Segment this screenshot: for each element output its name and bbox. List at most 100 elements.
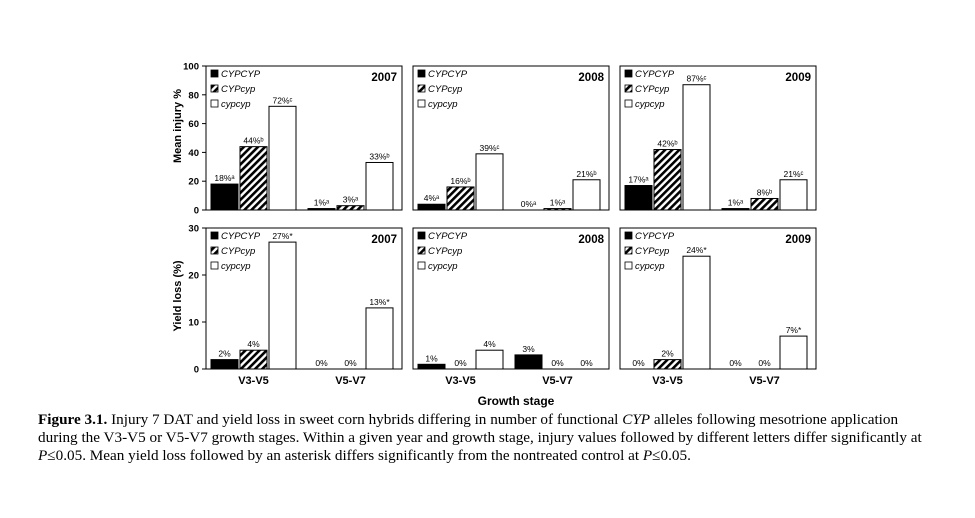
bar	[475, 349, 504, 370]
legend-swatch	[417, 69, 426, 78]
legend-entry: cypcyp	[221, 99, 251, 110]
panel-year: 2009	[785, 234, 811, 246]
legend-entry: CYPCYP	[428, 69, 468, 80]
legend-swatch	[210, 69, 219, 78]
bar	[514, 354, 543, 370]
legend-entry: CYPcyp	[221, 84, 255, 95]
data-label: 24%*	[686, 245, 707, 255]
legend-entry: CYPcyp	[221, 246, 255, 257]
figure-caption: Figure 3.1. Injury 7 DAT and yield loss …	[38, 411, 938, 465]
data-label: 0%	[580, 358, 593, 368]
data-label: 17%ᵃ	[628, 175, 649, 185]
bar	[417, 363, 446, 370]
legend-swatch	[624, 69, 633, 78]
data-label: 0%	[454, 358, 467, 368]
legend-swatch	[210, 84, 219, 93]
bar	[239, 349, 268, 370]
category-label: V5-V7	[542, 375, 573, 387]
bar	[653, 149, 682, 211]
data-label: 0%ᵃ	[521, 199, 537, 209]
legend-swatch	[417, 99, 426, 108]
x-axis-label: Growth stage	[478, 394, 555, 408]
y-tick-label: 0	[194, 206, 199, 217]
bar	[624, 185, 653, 211]
data-label: 39%ᶜ	[479, 143, 499, 153]
category-label: V3-V5	[445, 375, 476, 387]
bar	[268, 241, 297, 370]
data-label: 4%ᵃ	[424, 193, 440, 203]
figure-chart: 0204060801002007CYPCYPCYPcypcypcyp18%ᵃ44…	[172, 62, 817, 408]
legend-swatch	[417, 231, 426, 240]
panel-frame	[205, 65, 403, 211]
data-label: 44%ᵇ	[243, 136, 263, 146]
caption-text-2: alleles following mesotrione application…	[38, 411, 922, 446]
data-label: 4%	[483, 339, 496, 349]
caption-italic-1: CYP	[622, 411, 651, 428]
panel-year: 2009	[785, 72, 811, 84]
caption-italic-3: P	[642, 447, 653, 464]
legend-swatch	[210, 261, 219, 270]
legend-entry: cypcyp	[221, 261, 251, 272]
data-label: 0%	[551, 358, 564, 368]
y-tick-label: 20	[188, 177, 199, 188]
legend-entry: CYPcyp	[428, 84, 462, 95]
data-label: 0%	[758, 358, 771, 368]
bar	[750, 197, 779, 211]
bar	[210, 183, 239, 211]
caption-label: Figure 3.1.	[38, 411, 108, 428]
bar	[268, 105, 297, 211]
bar	[446, 186, 475, 211]
bar	[779, 179, 808, 211]
y-tick-label: 20	[188, 271, 199, 282]
bar	[779, 335, 808, 370]
data-label: 1%ᵃ	[314, 198, 330, 208]
panel-year: 2007	[371, 234, 397, 246]
legend-swatch	[624, 231, 633, 240]
category-label: V3-V5	[652, 375, 683, 387]
data-label: 16%ᵇ	[450, 176, 470, 186]
panel-frame	[412, 227, 610, 370]
legend-entry: CYPcyp	[635, 84, 669, 95]
panel-year: 2008	[578, 72, 604, 84]
panel-frame	[619, 227, 817, 370]
data-label: 21%ᵇ	[576, 169, 596, 179]
bar	[239, 146, 268, 211]
y-tick-label: 80	[188, 90, 199, 101]
data-label: 18%ᵃ	[214, 173, 235, 183]
legend-entry: CYPcyp	[428, 246, 462, 257]
bar	[721, 208, 750, 211]
bar	[543, 208, 572, 211]
data-label: 13%*	[369, 297, 390, 307]
panel-frame	[412, 65, 610, 211]
data-label: 3%	[522, 344, 535, 354]
data-label: 33%ᵇ	[369, 151, 389, 161]
y-tick-label: 60	[188, 119, 199, 130]
data-label: 87%ᶜ	[686, 74, 706, 84]
legend-entry: cypcyp	[428, 261, 458, 272]
legend-entry: cypcyp	[428, 99, 458, 110]
y-tick-label: 0	[194, 365, 199, 376]
data-label: 2%	[661, 349, 674, 359]
y-tick-label: 10	[188, 318, 199, 329]
legend-entry: CYPCYP	[635, 69, 675, 80]
data-label: 0%	[344, 358, 357, 368]
bar	[682, 255, 711, 370]
data-label: 7%*	[786, 325, 802, 335]
legend-swatch	[624, 99, 633, 108]
data-label: 3%ᵃ	[343, 195, 359, 205]
data-label: 0%	[315, 358, 328, 368]
legend-swatch	[417, 261, 426, 270]
legend-swatch	[210, 231, 219, 240]
bar	[653, 359, 682, 370]
data-label: 2%	[218, 349, 231, 359]
y-tick-label: 40	[188, 148, 199, 159]
legend-swatch	[624, 246, 633, 255]
legend-swatch	[417, 84, 426, 93]
legend-swatch	[210, 99, 219, 108]
bar	[336, 205, 365, 211]
legend-entry: CYPCYP	[221, 231, 261, 242]
caption-text-4: ≤0.05.	[652, 447, 691, 464]
category-label: V3-V5	[238, 375, 269, 387]
data-label: 8%ᵇ	[757, 187, 773, 197]
legend-entry: CYPCYP	[635, 231, 675, 242]
